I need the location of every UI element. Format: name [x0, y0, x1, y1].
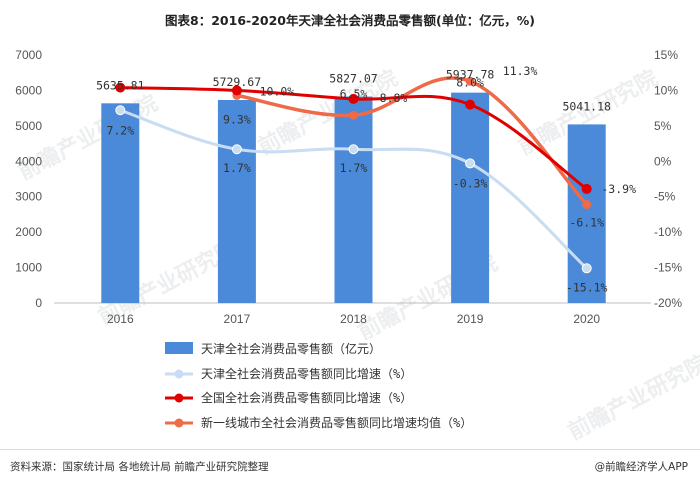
legend-label: 天津全社会消费品零售额同比增速（%） — [201, 366, 412, 381]
y-right-tick-label: 0% — [654, 154, 672, 168]
y-right-tick-label: -10% — [654, 225, 682, 239]
y-left-tick-label: 1000 — [15, 261, 42, 275]
source-note: 资料来源：国家统计局 各地统计局 前瞻产业研究院整理 — [10, 461, 269, 473]
bar-retail-sales — [451, 92, 490, 303]
x-tick-label: 2018 — [340, 312, 367, 326]
legend-label: 新一线城市全社会消费品零售额同比增速均值（%） — [201, 415, 472, 430]
y-left-tick-label: 4000 — [15, 154, 42, 168]
legend-swatch-marker — [174, 369, 184, 379]
line-value-label: 1.7% — [340, 161, 368, 175]
y-left-tick-label: 3000 — [15, 190, 42, 204]
bar-retail-sales — [217, 100, 256, 303]
bar-retail-sales — [101, 103, 140, 304]
line-value-label: -15.1% — [566, 280, 608, 294]
x-tick-label: 2017 — [224, 312, 251, 326]
national-growth-point — [348, 93, 359, 104]
line-value-label: 8.8% — [380, 91, 408, 105]
line-value-label: 7.2% — [106, 123, 134, 137]
bar-value-label: 5937.78 — [446, 68, 495, 82]
source-divider — [0, 449, 700, 450]
y-left-tick-label: 5000 — [15, 119, 42, 133]
bar-value-label: 5729.67 — [213, 75, 262, 89]
x-tick-label: 2016 — [107, 312, 134, 326]
line-value-label: 10.0% — [260, 84, 295, 98]
legend-swatch-marker — [174, 418, 184, 428]
tianjin-growth-point — [465, 158, 476, 169]
legend-swatch-marker — [174, 393, 184, 403]
bar-retail-sales — [567, 124, 606, 303]
tianjin-growth-point — [581, 263, 592, 274]
line-value-label: 11.3% — [503, 64, 538, 78]
y-right-tick-label: -20% — [654, 296, 682, 310]
line-value-label: -3.9% — [601, 182, 636, 196]
bar-value-label: 5041.18 — [562, 99, 611, 113]
line-value-label: 6.5% — [340, 87, 368, 101]
legend-label: 天津全社会消费品零售额（亿元） — [201, 341, 381, 356]
y-left-tick-label: 0 — [35, 296, 42, 310]
legend-swatch-bar — [165, 342, 193, 354]
line-value-label: 1.7% — [223, 161, 251, 175]
tier1-growth-point — [465, 76, 475, 86]
bar-value-label: 5635.81 — [96, 78, 145, 92]
national-growth-point — [231, 85, 242, 96]
x-tick-label: 2019 — [457, 312, 484, 326]
source-brand: @前瞻经济学人APP — [594, 461, 688, 473]
y-right-tick-label: -5% — [654, 190, 676, 204]
tier1-growth-point — [582, 200, 592, 210]
y-right-tick-label: 10% — [654, 83, 678, 97]
y-right-tick-label: 5% — [654, 119, 672, 133]
y-right-tick-label: -15% — [654, 261, 682, 275]
y-right-tick-label: 15% — [654, 48, 678, 62]
national-growth-line — [120, 86, 588, 191]
tier1-growth-point — [349, 110, 358, 120]
chart-canvas: 0 1000 2000 3000 4000 5000 6000 7000 -20% -15% -10… — [15, 48, 682, 430]
tianjin-growth-point — [115, 105, 126, 116]
tianjin-growth-point — [231, 144, 242, 155]
y-left-tick-label: 2000 — [15, 225, 42, 239]
line-value-label: -0.3% — [453, 176, 488, 190]
chart-title: 图表8：2016-2020年天津全社会消费品零售额(单位：亿元，%) — [165, 13, 535, 28]
line-value-label: 9.3% — [223, 112, 251, 126]
y-left-tick-label: 6000 — [15, 83, 42, 97]
y-left-tick-label: 7000 — [15, 48, 42, 62]
line-value-label: -6.1% — [569, 216, 604, 230]
bar-value-label: 5827.07 — [329, 72, 378, 86]
bar-retail-sales — [334, 96, 373, 303]
tianjin-growth-point — [348, 144, 359, 155]
national-growth-point — [115, 82, 126, 93]
tier1-growth-line — [236, 76, 588, 206]
legend-label: 全国全社会消费品零售额同比增速（%） — [201, 390, 412, 405]
national-growth-point — [581, 183, 592, 194]
x-tick-label: 2020 — [573, 312, 600, 326]
line-value-label: 8.0% — [456, 76, 484, 90]
national-growth-point — [465, 99, 476, 110]
